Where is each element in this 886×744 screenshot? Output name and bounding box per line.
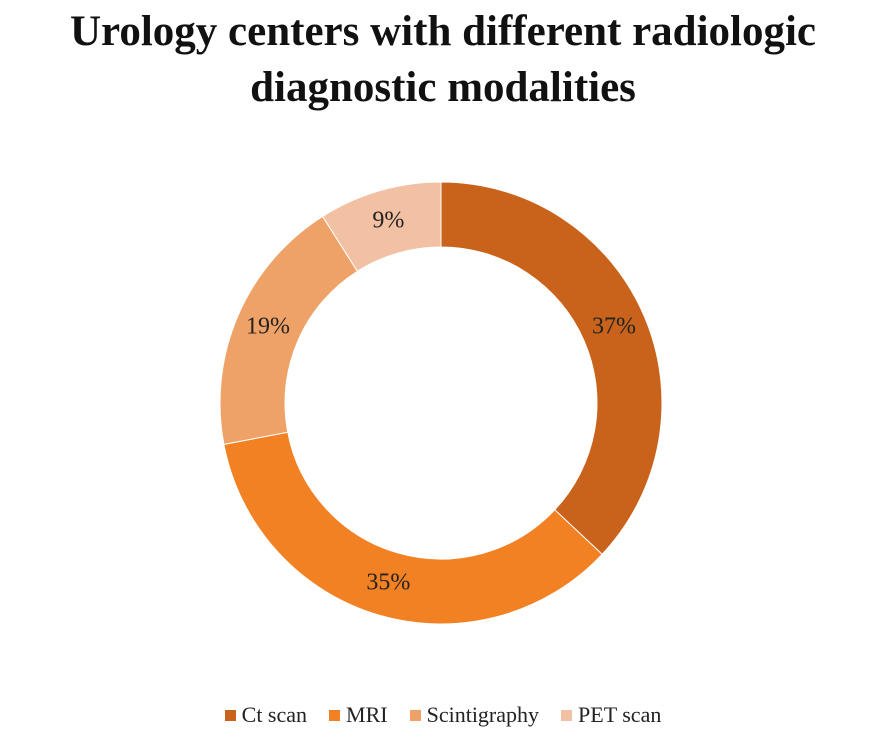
data-label: 37% [592, 314, 636, 340]
data-label: 35% [366, 570, 410, 596]
legend-label: MRI [346, 702, 388, 727]
legend-label: Scintigraphy [426, 702, 540, 727]
legend-label: PET scan [578, 702, 662, 727]
donut-slice [440, 181, 663, 555]
legend-item: Scintigraphy [409, 702, 540, 728]
donut-slice [321, 181, 442, 272]
legend-item: MRI [329, 702, 388, 728]
chart-title: Urology centers with different radiologi… [70, 8, 816, 111]
donut-slice [223, 431, 603, 625]
legend: Ct scan MRI Scintigraphy PET scan [0, 702, 886, 728]
legend-item: PET scan [561, 702, 661, 728]
data-label: 9% [372, 207, 404, 233]
data-label: 19% [246, 314, 290, 340]
legend-label: Ct scan [241, 702, 308, 727]
chart: 37% 35% 19% 9% [219, 181, 663, 625]
legend-swatch [224, 709, 236, 721]
legend-swatch [329, 709, 341, 721]
legend-item: Ct scan [224, 702, 308, 728]
legend-swatch [409, 709, 421, 721]
legend-swatch [561, 709, 573, 721]
